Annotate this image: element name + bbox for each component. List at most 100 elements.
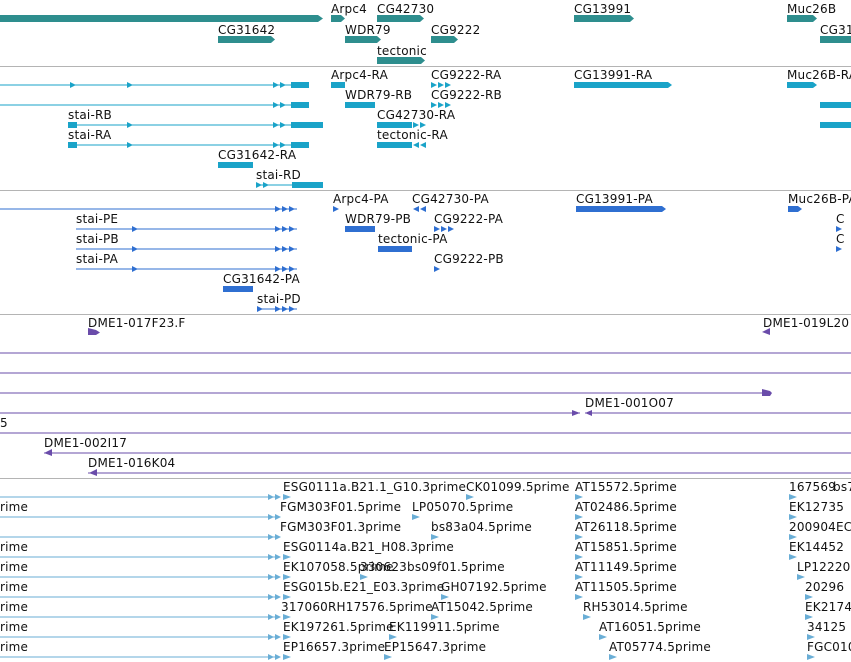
est-label[interactable]: 317060RH17576.5prime [281, 600, 433, 614]
transcript-label[interactable]: CG31642-RA [218, 148, 297, 162]
gene-glyph[interactable] [331, 15, 345, 22]
est-label[interactable]: RH53014.5prime [583, 600, 688, 614]
gene-glyph[interactable] [574, 15, 634, 22]
est-label[interactable]: LP12220 [797, 560, 851, 574]
est-label[interactable]: 20296 [805, 580, 845, 594]
protein-label[interactable]: CG31642-PA [223, 272, 300, 286]
est-label[interactable]: GH07192.5prime [441, 580, 547, 594]
est-label[interactable]: 200904 [789, 520, 837, 534]
protein-label[interactable]: CG9222-PA [434, 212, 504, 226]
est-label[interactable]: FGM303F01.5prime [280, 500, 402, 514]
gene-track: Arpc4 CG42730 CG13991 Muc26B CG31642 WDR… [0, 0, 851, 66]
transcript-label[interactable]: stai-RB [68, 108, 112, 122]
est-label[interactable]: AT16051.5prime [599, 620, 701, 634]
gene-label[interactable]: WDR79 [345, 23, 391, 37]
transcript-label[interactable]: Muc26B-RA [787, 68, 851, 82]
est-label[interactable]: ESG0111a.B21.1_G10.3prime [283, 480, 467, 494]
protein-label[interactable]: CG9222-PB [434, 252, 504, 266]
bac-label[interactable]: DME1-002I17 [44, 436, 128, 450]
est-label[interactable]: AT15042.5prime [431, 600, 533, 614]
est-label[interactable]: AT02486.5prime [575, 500, 677, 514]
est-label[interactable]: ESG015b.E21_E03.3prime [283, 580, 445, 594]
gene-label[interactable]: CG31642 [218, 23, 276, 37]
est-label[interactable]: AT15572.5prime [575, 480, 677, 494]
est-label[interactable]: 167569 [789, 480, 837, 494]
est-label[interactable]: 34125 [807, 620, 847, 634]
protein-label[interactable]: stai-PD [257, 292, 301, 306]
gene-glyph[interactable] [820, 36, 851, 43]
est-label[interactable]: bs7 [833, 480, 851, 494]
est-label[interactable]: rime [0, 620, 29, 634]
bac-label[interactable]: DME1-019L20 [763, 316, 850, 330]
protein-label[interactable]: tectonic-PA [378, 232, 448, 246]
transcript-label[interactable]: CG42730-RA [377, 108, 456, 122]
bac-label[interactable]: DME1-001O07 [585, 396, 674, 410]
est-label[interactable]: rime [0, 580, 29, 594]
track-separator [0, 66, 851, 67]
protein-label[interactable]: Arpc4-PA [333, 192, 389, 206]
est-label[interactable]: rime [0, 540, 29, 554]
est-label[interactable]: EK119911.5prime [389, 620, 500, 634]
est-label[interactable]: rime [0, 560, 29, 574]
est-label[interactable]: EK2174 [805, 600, 851, 614]
protein-label[interactable]: WDR79-PB [345, 212, 412, 226]
bac-label[interactable]: DME1-016K04 [88, 456, 176, 470]
gene-label[interactable]: Muc26B [787, 2, 837, 16]
est-label[interactable]: 330623bs09f01.5prime [360, 560, 505, 574]
protein-label[interactable]: C [836, 232, 845, 246]
est-label[interactable]: EK14452 [789, 540, 845, 554]
est-label[interactable]: rime [0, 600, 29, 614]
track-separator [0, 314, 851, 315]
protein-label[interactable]: CG13991-PA [576, 192, 653, 206]
gene-label[interactable]: CG13991 [574, 2, 632, 16]
gene-label[interactable]: CG9222 [431, 23, 481, 37]
gene-glyph[interactable] [345, 36, 381, 43]
est-label[interactable]: EK197261.5prime [283, 620, 394, 634]
est-label[interactable]: EK12735 [789, 500, 845, 514]
bac-label[interactable]: DME1-017F23.F [88, 316, 186, 330]
transcript-label[interactable]: WDR79-RB [345, 88, 413, 102]
est-label[interactable]: bs83a04.5prime [431, 520, 532, 534]
transcript-label[interactable]: stai-RA [68, 128, 112, 142]
gene-glyph[interactable] [377, 15, 424, 22]
est-label[interactable]: AT11505.5prime [575, 580, 677, 594]
est-label[interactable]: AT26118.5prime [575, 520, 677, 534]
est-label[interactable]: EK107058.5prime [283, 560, 394, 574]
gene-glyph[interactable] [218, 36, 275, 43]
gene-label[interactable]: CG31 [820, 23, 851, 37]
gene-glyph[interactable] [377, 57, 425, 64]
track-separator [0, 190, 851, 191]
transcript-label[interactable]: stai-RD [256, 168, 301, 182]
est-label[interactable]: EP16657.3prime [283, 640, 386, 654]
est-label[interactable]: EC [836, 520, 851, 534]
transcript-label[interactable]: Arpc4-RA [331, 68, 388, 82]
est-label[interactable]: ESG0114a.B21_H08.3prime [283, 540, 455, 554]
protein-label[interactable]: C [836, 212, 845, 226]
transcript-label[interactable]: tectonic-RA [377, 128, 448, 142]
est-label[interactable]: CK01099.5prime [466, 480, 570, 494]
gene-label[interactable]: CG42730 [377, 2, 435, 16]
est-label[interactable]: FGC010 [807, 640, 851, 654]
transcript-label[interactable]: CG9222-RB [431, 88, 502, 102]
est-label[interactable]: AT05774.5prime [609, 640, 711, 654]
gene-glyph[interactable] [787, 15, 817, 22]
est-label[interactable]: EP15647.3prime [384, 640, 487, 654]
est-label[interactable]: FGM303F01.3prime [280, 520, 402, 534]
est-label[interactable]: rime [0, 500, 29, 514]
est-label[interactable]: AT11149.5prime [575, 560, 677, 574]
est-label[interactable]: LP05070.5prime [412, 500, 514, 514]
est-label[interactable]: rime [0, 640, 29, 654]
protein-label[interactable]: stai-PE [76, 212, 119, 226]
gene-label[interactable]: tectonic [377, 44, 427, 58]
transcript-label[interactable]: CG13991-RA [574, 68, 653, 82]
protein-label[interactable]: Muc26B-PA [788, 192, 851, 206]
protein-label[interactable]: stai-PA [76, 252, 119, 266]
est-label[interactable]: AT15851.5prime [575, 540, 677, 554]
transcript-label[interactable]: CG9222-RA [431, 68, 502, 82]
gene-glyph[interactable] [0, 15, 323, 22]
bac-label[interactable]: 5 [0, 416, 8, 430]
gene-glyph[interactable] [431, 36, 458, 43]
gene-label[interactable]: Arpc4 [331, 2, 367, 16]
protein-label[interactable]: CG42730-PA [412, 192, 489, 206]
protein-label[interactable]: stai-PB [76, 232, 119, 246]
